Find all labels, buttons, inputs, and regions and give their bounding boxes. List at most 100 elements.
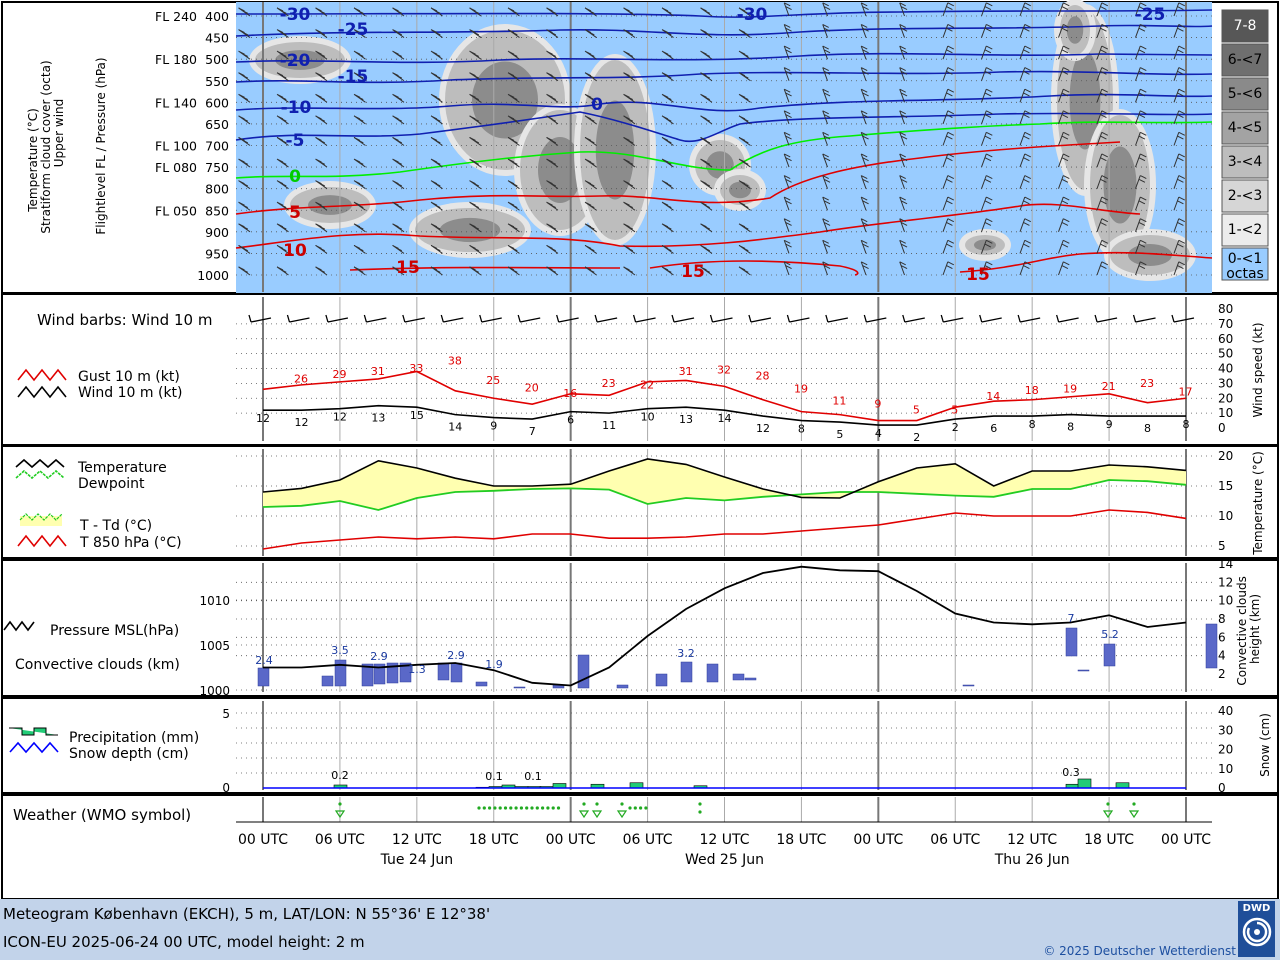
gust-label: 23 [602, 377, 616, 390]
convective-label: 1.9 [485, 658, 503, 671]
surface-wind-barb [517, 314, 541, 323]
temperature-yaxis-label: Temperature (°C) [1251, 451, 1265, 556]
wind-barb [469, 7, 482, 17]
wind-barb [860, 261, 869, 276]
wind-barb [584, 137, 597, 146]
wind-barb [738, 29, 751, 38]
wind-barb [822, 196, 831, 211]
ylabel-flightlevel: Flightlevel FL / Pressure (hPa) [94, 57, 108, 234]
wind-barb [783, 239, 792, 254]
surface-wind-barb [709, 314, 733, 323]
wind-barb [430, 50, 443, 60]
wind-barb [1019, 131, 1032, 146]
wind-barb [1019, 2, 1032, 17]
wind-barb [238, 180, 251, 190]
day-label: Thu 26 Jun [994, 852, 1070, 868]
wind-barb [353, 7, 366, 17]
ylabel-stratiform: Stratiform cloud cover (octa) [39, 60, 53, 233]
wind-barb [546, 201, 559, 211]
wind-barb [700, 93, 713, 103]
wind-barb [1173, 88, 1186, 103]
wind-barb [1173, 196, 1186, 211]
surface-wind-barb [671, 314, 695, 323]
wind-legend-label: Wind 10 m (kt) [78, 385, 183, 401]
surface-wind-barb [440, 314, 464, 323]
temp-tick-label: 10 [1218, 509, 1233, 523]
legend-swatch [1221, 213, 1269, 247]
day-label: Wed 25 Jun [685, 852, 764, 868]
wind-barb [981, 218, 993, 233]
shower-symbol [1128, 810, 1140, 819]
precipitation-gridlines [236, 701, 1212, 790]
convective-bar [680, 661, 693, 683]
shower-symbol [1102, 810, 1114, 819]
rain-dot-symbol [639, 806, 643, 810]
convective-bar [732, 673, 745, 681]
wind-label: 10 [641, 411, 655, 424]
gust-label: 17 [1179, 386, 1193, 399]
pressure-level-label: 450 [205, 31, 229, 46]
wind-barb [469, 29, 482, 38]
rain-dot-symbol [477, 806, 481, 810]
wind-barb [469, 244, 482, 254]
wind-barb [942, 261, 955, 276]
time-tick-label: 18 UTC [776, 832, 826, 848]
rain-dot-symbol [338, 802, 342, 806]
rain-dot-symbol [1132, 802, 1136, 806]
wind-barb [661, 93, 674, 103]
wind-barb [981, 153, 993, 168]
wind-barb [1096, 131, 1109, 146]
wind-barb [1173, 67, 1186, 81]
wind-barb [783, 45, 792, 60]
wind-barb [738, 50, 751, 60]
temperature-isolines [235, 9, 1213, 276]
wind-barb [1096, 196, 1109, 211]
wind-barb [981, 131, 993, 146]
wind-barb [584, 7, 597, 17]
convective-label: 2.9 [370, 650, 388, 663]
convective-bar [450, 662, 463, 683]
precipitation-panel: 0.2 0.1 0.1 0.3 Precipitation (mm) Snow dep… [1, 697, 1279, 795]
rain-dot-symbol [488, 806, 492, 810]
wind-label: 14 [718, 412, 732, 425]
wind-barb [1019, 88, 1032, 103]
wind-barb [661, 244, 674, 254]
wind-barb [1019, 261, 1032, 276]
wind-barb [738, 266, 751, 276]
wind-tick-label: 50 [1218, 347, 1233, 361]
conv-tick-label: 14 [1218, 557, 1233, 571]
wind-barb [981, 175, 993, 189]
wind-barb [1173, 153, 1186, 168]
precip-legend: Precipitation (mm) Snow depth (cm) [9, 727, 199, 762]
time-tick-label: 00 UTC [853, 832, 903, 848]
day-label: Tue 24 Jun [380, 852, 454, 868]
wind-yaxis-label: Wind speed (kt) [1251, 322, 1265, 417]
pressure-tick-label: 1005 [199, 639, 230, 653]
precip-legend-label: Precipitation (mm) [69, 730, 199, 746]
gust-label: 22 [640, 378, 654, 391]
surface-wind-barb [1132, 314, 1156, 323]
temperature-panel: Temperature Dewpoint T - Td (°C) T 850 h… [1, 445, 1279, 559]
rain-dot-symbol [698, 802, 702, 806]
convective-yaxis-line-2: height (km) [1248, 594, 1262, 664]
wind-barb [353, 266, 366, 276]
wind-barb [623, 266, 636, 276]
wind-barb [700, 180, 713, 190]
gust-label: 31 [679, 365, 693, 378]
wind-barb [783, 110, 792, 125]
isoline-label: 15 [681, 262, 705, 282]
cloud-area [1066, 16, 1084, 44]
wind-barb [1135, 110, 1147, 125]
wind-barb [392, 201, 405, 211]
wind-barb [546, 244, 559, 254]
convective-data-labels: 2.4 3.5 2.9 1.3 2.9 1.9 3.2 7 5.2 [255, 612, 1119, 676]
wind-tick-label: 40 [1218, 362, 1233, 376]
shower-symbol [616, 810, 628, 819]
conv-tick-label: 10 [1218, 594, 1233, 608]
wind-barb [315, 223, 328, 233]
wind-label: 8 [1144, 422, 1151, 435]
wind-barb [238, 223, 251, 233]
isoline [235, 111, 1213, 143]
isoline [235, 203, 1141, 249]
wind-barb [1019, 218, 1032, 233]
